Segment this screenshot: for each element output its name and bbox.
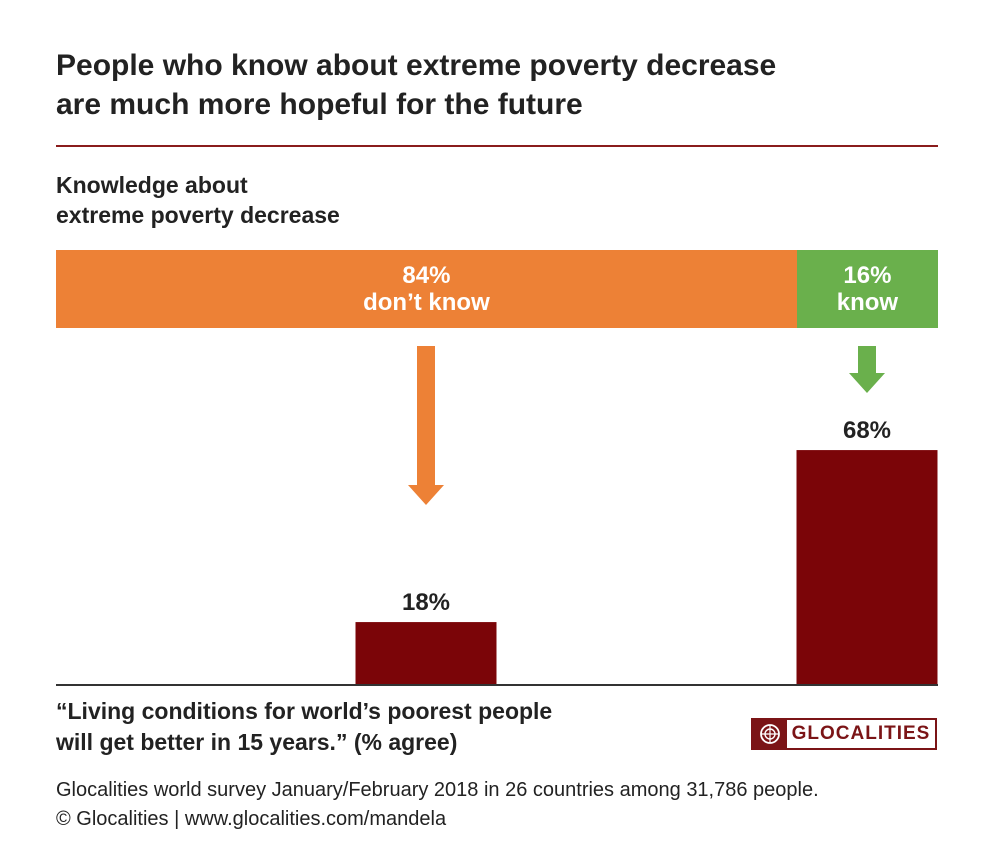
knowledge-segment-dont-know: 84% don’t know (56, 250, 797, 328)
source-line-1: Glocalities world survey January/Februar… (56, 779, 819, 801)
agreement-bar-dont-know (355, 622, 497, 684)
knowledge-heading: Knowledge about extreme poverty decrease (56, 170, 556, 230)
bar-value-label: 68% (843, 417, 891, 444)
globe-icon (753, 720, 787, 748)
knowledge-heading-line-2: extreme poverty decrease (56, 202, 340, 228)
logo-wordmark: GLOCALITIES (791, 723, 931, 744)
segment-group-label: don’t know (363, 289, 490, 316)
title-divider (56, 145, 938, 147)
survey-question-line-2: will get better in 15 years.” (% agree) (56, 729, 458, 755)
source-note: Glocalities world survey January/Februar… (56, 776, 956, 834)
segment-percent-label: 84% (402, 262, 451, 289)
chart-title: People who know about extreme poverty de… (56, 46, 936, 124)
down-arrow-icon (849, 346, 885, 393)
source-line-2: © Glocalities | www.glocalities.com/mand… (56, 808, 447, 830)
chart-baseline (56, 684, 938, 686)
survey-question: “Living conditions for world’s poorest p… (56, 696, 676, 758)
glocalities-logo: GLOCALITIES (751, 718, 937, 750)
segment-group-label: know (836, 289, 899, 316)
knowledge-segment-know: 16% know (796, 250, 938, 328)
agreement-bar-know (796, 450, 938, 684)
down-arrow-icon (408, 346, 444, 505)
knowledge-heading-line-1: Knowledge about (56, 172, 248, 198)
title-line-1: People who know about extreme poverty de… (56, 49, 777, 82)
survey-question-line-1: “Living conditions for world’s poorest p… (56, 698, 553, 724)
title-line-2: are much more hopeful for the future (56, 88, 583, 121)
knowledge-stacked-bar: 84% don’t know 16% know (56, 250, 938, 328)
bar-value-label: 18% (402, 589, 450, 616)
segment-percent-label: 16% (843, 262, 892, 289)
